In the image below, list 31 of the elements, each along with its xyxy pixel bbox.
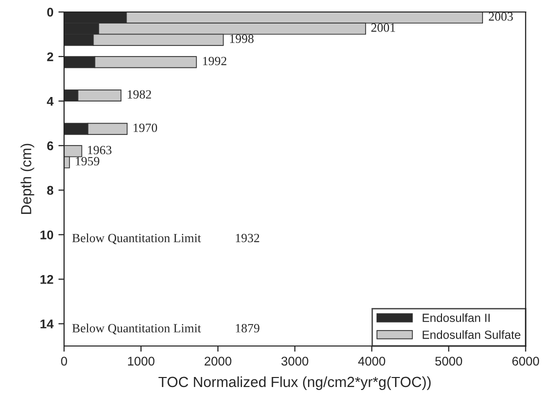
annotation: 1963 (88, 146, 112, 154)
annotation: Below Quantitation Limit (72, 233, 201, 244)
annotation: 2001 (371, 23, 396, 32)
y-tick-label: 10 (40, 230, 54, 240)
y-axis-title: Depth (cm) (20, 144, 34, 214)
y-tick-label: 12 (40, 275, 54, 284)
y-tick-label: 2 (47, 52, 54, 62)
x-tick-label: 6000 (512, 356, 540, 366)
y-tick-label: 4 (46, 96, 54, 106)
x-tick-label: 2000 (204, 356, 232, 366)
annotation: 1970 (134, 124, 158, 132)
annotation: 2003 (488, 12, 513, 21)
legend-label: Endosulfan II (422, 313, 490, 322)
y-tick-label: 6 (47, 141, 54, 150)
x-axis-title: TOC Normalized Flux (ng/cm2*yr*g(TOC)) (158, 376, 431, 390)
annotation: 1992 (203, 56, 226, 66)
y-tick-label: 14 (40, 320, 54, 328)
x-tick-label: 3000 (281, 356, 308, 366)
legend-label: Endosulfan Sulfate (422, 330, 520, 339)
x-tick-label: 1000 (128, 356, 154, 366)
annotation: Below Quantitation Limit (72, 324, 201, 334)
annotation: 1879 (236, 324, 260, 332)
y-tick-label: 0 (47, 8, 54, 17)
annotation: 1959 (76, 157, 100, 166)
x-tick-label: 4000 (358, 356, 386, 366)
x-tick-label: 5000 (435, 356, 462, 366)
y-tick-label: 8 (47, 186, 54, 195)
annotation: 1982 (128, 90, 152, 99)
x-tick-label: 0 (61, 356, 68, 366)
annotation: 1932 (236, 234, 260, 242)
annotation: 1998 (230, 34, 254, 43)
